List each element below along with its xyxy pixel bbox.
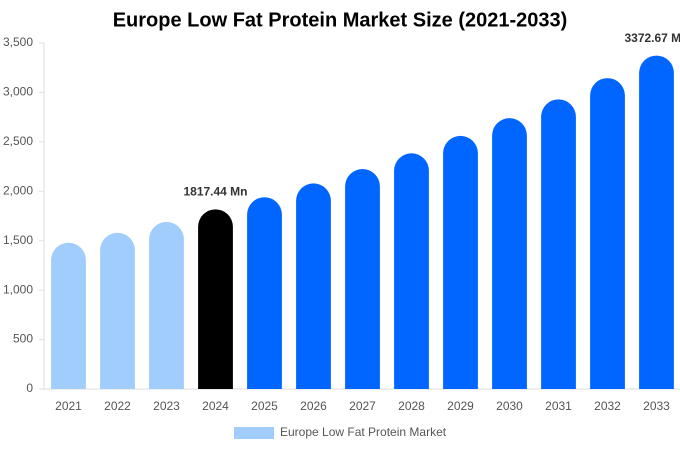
- y-tick-label: 500: [13, 332, 33, 346]
- bar: [394, 153, 429, 389]
- bar: [100, 232, 135, 389]
- x-tick-label: 2026: [300, 399, 327, 413]
- x-tick-label: 2032: [594, 399, 621, 413]
- value-label: 1817.44 Mn: [183, 185, 247, 199]
- legend-swatch: [234, 427, 274, 439]
- bar: [590, 78, 625, 389]
- bar: [247, 197, 282, 389]
- x-tick-label: 2024: [202, 399, 229, 413]
- bar: [541, 99, 576, 390]
- x-tick-label: 2027: [349, 399, 376, 413]
- x-tick-label: 2031: [545, 399, 572, 413]
- x-tick-label: 2030: [496, 399, 523, 413]
- x-tick-label: 2023: [153, 399, 180, 413]
- y-tick-label: 1,500: [3, 233, 33, 247]
- y-tick-label: 2,500: [3, 134, 33, 148]
- x-tick-label: 2028: [398, 399, 425, 413]
- bar: [492, 118, 527, 389]
- legend-label: Europe Low Fat Protein Market: [280, 425, 447, 439]
- bar: [51, 242, 86, 389]
- y-tick-label: 1,000: [3, 282, 33, 296]
- x-tick-label: 2022: [104, 399, 131, 413]
- bar: [296, 183, 331, 389]
- y-tick-label: 3,000: [3, 85, 33, 99]
- x-tick-label: 2021: [55, 399, 82, 413]
- value-label: 3372.67 Mn: [624, 31, 680, 45]
- y-tick-label: 2,000: [3, 183, 33, 197]
- y-tick-label: 3,500: [3, 35, 33, 49]
- x-tick-label: 2025: [251, 399, 278, 413]
- chart-title: Europe Low Fat Protein Market Size (2021…: [113, 9, 568, 31]
- bar: [443, 135, 478, 389]
- bar: [149, 221, 184, 389]
- bar: [639, 55, 674, 389]
- x-tick-label: 2033: [643, 399, 670, 413]
- bar: [345, 169, 380, 389]
- bar: [198, 209, 233, 389]
- y-tick-label: 0: [26, 381, 33, 395]
- x-tick-label: 2029: [447, 399, 474, 413]
